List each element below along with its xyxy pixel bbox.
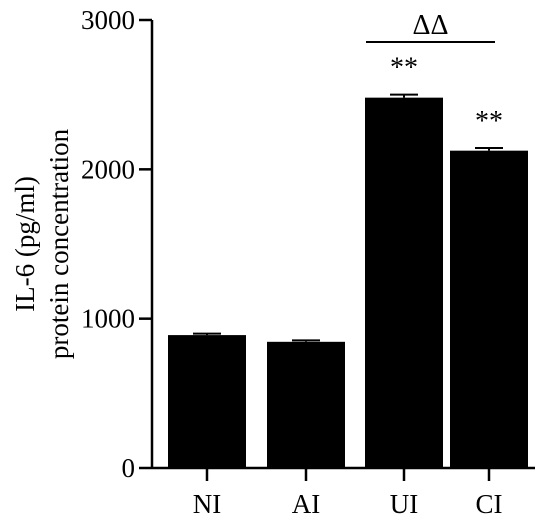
y-axis-title: protein concentration xyxy=(44,128,74,359)
y-tick-label: 2000 xyxy=(81,154,135,184)
bar xyxy=(168,335,246,468)
labels: 0 1000 2000 3000 IL-6 (pg/ml) protein concent… xyxy=(10,5,502,519)
x-tick-label: UI xyxy=(390,489,419,519)
significance-marker: ** xyxy=(475,106,503,137)
x-tick-label: CI xyxy=(476,489,503,519)
x-tick-label: AI xyxy=(292,489,321,519)
y-tick-label: 0 xyxy=(122,453,136,483)
bars xyxy=(168,93,528,469)
x-tick-label: NI xyxy=(193,489,222,519)
annotations: ** ** ΔΔ xyxy=(366,10,503,137)
significance-marker: ** xyxy=(390,53,418,84)
bar xyxy=(365,97,443,469)
y-axis-title: IL-6 (pg/ml) xyxy=(10,176,40,312)
comparison-marker: ΔΔ xyxy=(412,10,448,41)
y-tick-label: 3000 xyxy=(81,5,135,35)
y-tick-label: 1000 xyxy=(81,304,135,334)
bar xyxy=(450,150,528,468)
bar xyxy=(267,341,345,468)
